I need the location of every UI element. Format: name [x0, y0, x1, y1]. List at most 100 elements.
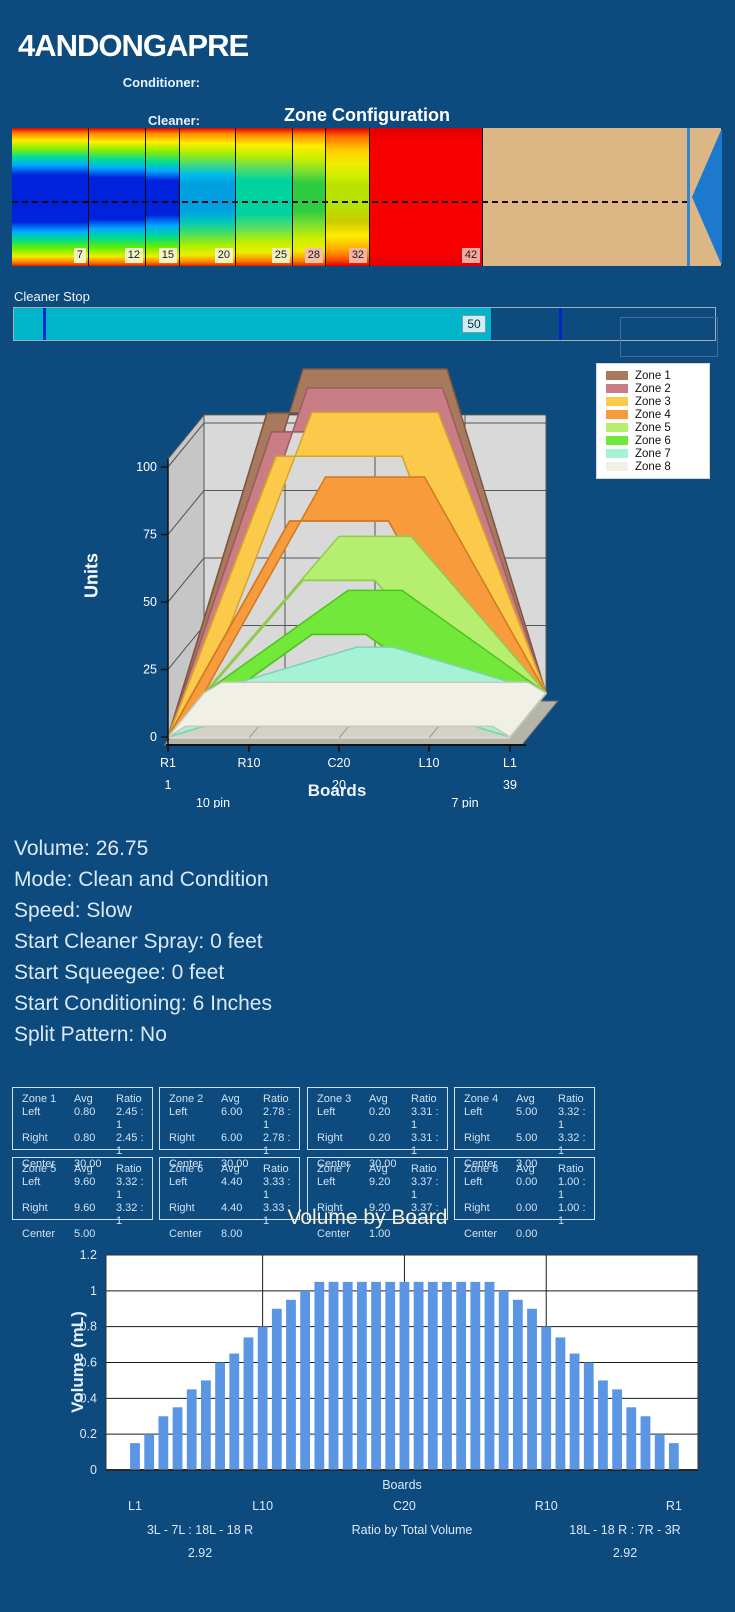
- svg-text:R10: R10: [238, 756, 261, 770]
- svg-text:R10: R10: [535, 1499, 558, 1513]
- zone-table-cell: Zone 2: [169, 1093, 204, 1105]
- volume-by-board-chart: 0 0.2 0.4 0.6 0.8 1 1.2 Boards L1 L10 C20 R10 R1 3L -…: [80, 1248, 699, 1560]
- svg-text:2.92: 2.92: [613, 1546, 637, 1560]
- cleaner-stop-fill[interactable]: 50: [14, 308, 491, 340]
- units-axis-label: Units: [81, 553, 102, 598]
- zone-table-cell: 0.80: [74, 1106, 96, 1118]
- legend-label: Zone 8: [635, 460, 671, 473]
- zone-segment[interactable]: 32: [326, 128, 371, 266]
- zone-table-cell: 0.20: [369, 1106, 391, 1118]
- zone-table-cell: Right: [317, 1202, 343, 1214]
- zone-table-cell: Zone 4: [464, 1093, 499, 1105]
- zone-segment[interactable]: 15: [146, 128, 181, 266]
- svg-text:3L - 7L : 18L - 18 R: 3L - 7L : 18L - 18 R: [147, 1523, 253, 1537]
- zone-table-cell: Zone 6: [169, 1163, 204, 1175]
- zone-segment-rest-of-lane[interactable]: [483, 128, 722, 266]
- legend-label: Zone 5: [635, 421, 671, 434]
- zone-table-cell: Right: [22, 1202, 48, 1214]
- zone-table-cell: 2.45 : 1: [116, 1132, 144, 1157]
- conditioner-label: Conditioner:: [122, 75, 200, 90]
- legend-item: Zone 8: [606, 460, 709, 473]
- zone-segment[interactable]: 12: [89, 128, 147, 266]
- units-3d-chart: 0 25 50 75 100 R1 R10 C20 L10 L1 1 20 39 10 pin 7 pin: [136, 368, 560, 808]
- zone-table: Zone 1 Avg Ratio Left 0.80 2.45 : 1 Right 0.80 2…: [12, 1087, 153, 1170]
- zone-table-cell: Zone 7: [317, 1163, 352, 1175]
- info-line: Start Squeegee: 0 feet: [14, 961, 225, 984]
- zone-table-cell: Ratio: [263, 1163, 289, 1175]
- zone-table: Zone 4 Avg Ratio Left 5.00 3.32 : 1 Right 5.00 3…: [454, 1087, 595, 1170]
- zone-table-cell: Right: [22, 1132, 48, 1144]
- legend-swatch: [606, 410, 628, 419]
- zone-table-cell: Right: [169, 1132, 195, 1144]
- info-line: Split Pattern: No: [14, 1023, 167, 1046]
- band-center-dashed-line: [12, 201, 688, 203]
- zone-table-cell: Avg: [516, 1163, 535, 1175]
- zone-table-cell: Ratio: [558, 1093, 584, 1105]
- svg-text:L1: L1: [503, 756, 517, 770]
- info-line: Speed: Slow: [14, 899, 132, 922]
- svg-text:0.8: 0.8: [80, 1320, 97, 1334]
- pattern-info-block: Volume: 26.75 Mode: Clean and Condition Sp…: [14, 833, 272, 1050]
- info-line: Volume: 26.75: [14, 837, 149, 860]
- zone-table-cell: 3.33 : 1: [263, 1202, 291, 1227]
- zone-configuration-title: Zone Configuration: [284, 105, 450, 125]
- svg-text:50: 50: [143, 595, 157, 609]
- zone-configuration-band[interactable]: 7 12 15 20 25 28 32 42: [12, 128, 722, 266]
- zone-table-cell: Center: [169, 1228, 203, 1240]
- zone-table-cell: 8.00: [221, 1228, 243, 1240]
- zone-table-cell: 5.00: [74, 1228, 96, 1240]
- zone-table-cell: Left: [317, 1176, 336, 1188]
- legend-label: Zone 7: [635, 447, 671, 460]
- zone-table-cell: 3.32 : 1: [116, 1202, 144, 1227]
- svg-text:1: 1: [165, 778, 172, 792]
- zone-table-cell: 2.78 : 1: [263, 1132, 291, 1157]
- svg-text:C20: C20: [393, 1499, 416, 1513]
- svg-text:R1: R1: [160, 756, 176, 770]
- zone-table-cell: 9.20: [369, 1202, 391, 1214]
- zone-segment[interactable]: 7: [12, 128, 90, 266]
- zone-table-cell: Zone 8: [464, 1163, 499, 1175]
- zone-table-cell: 5.00: [516, 1132, 538, 1144]
- band-marker-line: [687, 128, 690, 266]
- cleaner-stop-slider[interactable]: 50: [13, 307, 716, 341]
- svg-text:0: 0: [150, 730, 157, 744]
- svg-text:L10: L10: [419, 756, 440, 770]
- volume-chart-title: Volume by Board: [287, 1206, 448, 1229]
- zone-segment[interactable]: 42: [370, 128, 484, 266]
- boards-axis-label-3d: Boards: [307, 781, 367, 800]
- info-line: Start Cleaner Spray: 0 feet: [14, 930, 263, 953]
- zone-segment[interactable]: 28: [293, 128, 327, 266]
- zone-segment[interactable]: 20: [180, 128, 237, 266]
- svg-text:7 pin: 7 pin: [451, 796, 478, 808]
- zone-table-cell: 9.60: [74, 1202, 96, 1214]
- svg-text:0: 0: [90, 1463, 97, 1477]
- zone-table-cell: 0.80: [74, 1132, 96, 1144]
- info-line: Mode: Clean and Condition: [14, 868, 269, 891]
- svg-text:18L - 18 R : 7R - 3R: 18L - 18 R : 7R - 3R: [569, 1523, 680, 1537]
- zone-table-cell: Center: [317, 1158, 351, 1170]
- cleaner-stop-tick-right: [559, 308, 563, 340]
- legend-item: Zone 1: [606, 369, 709, 382]
- legend-swatch: [606, 384, 628, 393]
- zone-boundary-label: 12: [124, 248, 144, 263]
- zone-table-cell: Left: [22, 1176, 41, 1188]
- zone-table: Zone 7 Avg Ratio Left 9.20 3.37 : 1 Right 9.20 3…: [307, 1157, 448, 1240]
- legend-swatch: [606, 462, 628, 471]
- zone-table-cell: 3.31 : 1: [411, 1132, 439, 1157]
- zone-table-cell: Right: [464, 1202, 490, 1214]
- zone-table-cell: 4.40: [221, 1202, 243, 1214]
- zone-table-cell: Left: [464, 1106, 483, 1118]
- cleaner-stop-ghost-box: [620, 317, 718, 357]
- zone-segment[interactable]: 25: [236, 128, 294, 266]
- zone-table-cell: Avg: [221, 1093, 240, 1105]
- zone-table-cell: 9.20: [369, 1176, 391, 1188]
- legend-label: Zone 1: [635, 369, 671, 382]
- zone-table-cell: Center: [464, 1228, 498, 1240]
- zone-table-cell: Ratio: [263, 1093, 289, 1105]
- zone-table-cell: Ratio: [411, 1093, 437, 1105]
- zone-table-cell: 0.20: [369, 1132, 391, 1144]
- zone-table-cell: 30.00: [369, 1158, 397, 1170]
- zone-table-cell: Zone 5: [22, 1163, 57, 1175]
- zone-table-cell: 0.00: [516, 1202, 538, 1214]
- svg-text:2.92: 2.92: [188, 1546, 212, 1560]
